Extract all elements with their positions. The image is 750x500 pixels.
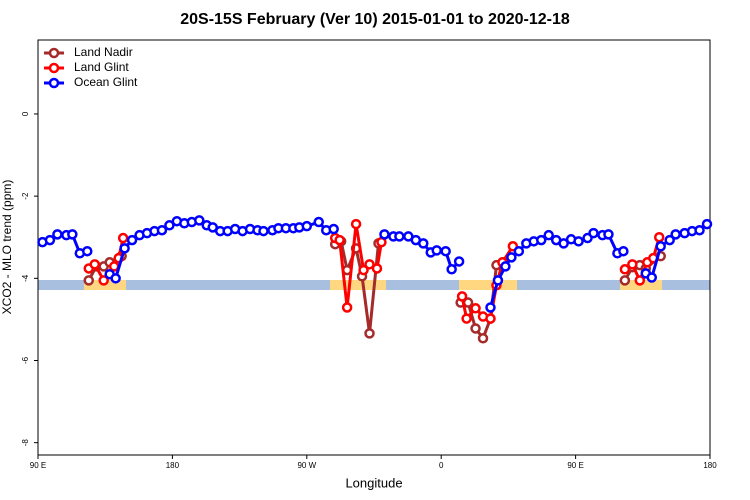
legend-marker [48,47,60,59]
data-point [664,234,675,246]
y-axis-label: XCO2 - MLO trend (ppm) [0,180,14,315]
data-point [431,245,442,256]
land-band [330,280,386,290]
data-point [89,259,100,270]
data-point [470,323,481,334]
data-point [350,218,362,230]
data-point [52,229,63,240]
data-point [603,229,614,240]
legend-label: Land Nadir [74,45,133,59]
data-point [477,333,489,344]
data-point [98,275,109,286]
data-point [573,236,584,247]
data-point [334,234,345,246]
data-point [536,234,547,246]
x-tick-label: 90 W [297,461,316,470]
data-point [440,245,451,257]
data-point [119,243,130,254]
data-point [258,225,269,237]
data-point [558,238,569,249]
data-point [670,229,681,240]
data-point [619,264,631,275]
data-point [83,275,95,286]
legend-marker [48,62,60,74]
data-point [164,220,175,231]
data-point [44,234,56,246]
data-point [634,275,646,286]
x-tick-label: 90 E [567,461,583,470]
data-point [418,238,429,249]
data-point [379,229,390,240]
data-point [446,264,457,275]
data-point [67,229,78,240]
data-point [619,275,631,286]
x-tick-label: 180 [166,461,180,470]
data-point [341,302,353,313]
data-point [485,302,496,313]
data-point [313,216,324,228]
data-point [156,224,168,236]
data-point [453,256,465,267]
data-point [701,218,713,230]
y-tick-label: -8 [21,439,30,447]
land-band [459,280,517,290]
legend-marker [48,77,60,89]
y-tick-label: -4 [21,274,30,282]
data-point [588,227,599,239]
data-point [110,273,121,284]
data-point [461,313,472,324]
data-point [194,215,205,226]
legend-label: Ocean Glint [74,75,138,89]
data-point [506,252,517,263]
x-tick-label: 0 [439,461,444,470]
data-point [126,234,138,246]
data-point [646,272,658,283]
data-point [470,303,481,314]
y-tick-label: 0 [21,111,30,116]
x-tick-label: 90 E [30,461,46,470]
data-point [655,241,666,252]
data-point [618,245,629,257]
data-point [364,328,375,339]
data-point [513,245,525,257]
legend-label: Land Glint [74,60,129,74]
data-point [694,224,705,236]
data-point [371,263,383,274]
data-point [328,223,339,235]
data-point [358,264,369,276]
y-tick-label: -2 [21,192,30,200]
data-point [543,229,554,241]
data-point [456,291,468,302]
data-point [500,261,511,272]
data-point [653,231,665,243]
data-point [117,232,129,244]
data-point [301,220,313,232]
chart-title: 20S-15S February (Ver 10) 2015-01-01 to … [180,11,570,28]
x-tick-label: 180 [703,461,717,470]
data-point [364,259,375,270]
x-axis-label: Longitude [345,475,402,490]
y-tick-label: -6 [21,356,30,364]
data-point [394,231,405,242]
data-point [485,313,496,324]
data-point [82,245,93,257]
data-point [492,275,504,286]
data-point [627,259,638,270]
plot-frame [37,39,711,456]
